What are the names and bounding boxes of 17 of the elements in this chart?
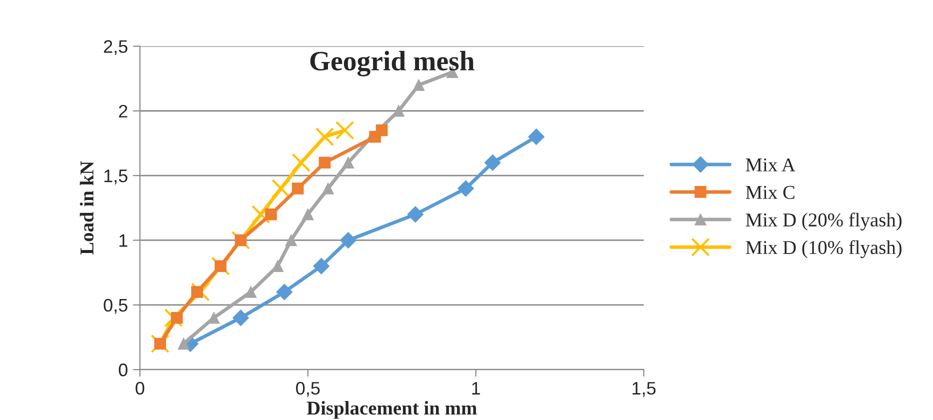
x-tick-label: 1,5: [632, 382, 656, 397]
y-tick-label: 0,5: [104, 298, 128, 314]
legend-label: Mix A: [746, 158, 796, 172]
y-tick-label: 1: [119, 234, 128, 247]
y-tick-label: 2,5: [104, 40, 128, 56]
y-tick-label: 2: [119, 104, 128, 118]
y-axis-title: Load in kN: [80, 161, 94, 255]
x-axis-title: Displacement in mm: [306, 401, 477, 419]
legend-label: Mix D (20% flyash): [746, 212, 902, 231]
x-tick-label: 0,5: [296, 382, 320, 397]
y-tick-label: 0: [118, 364, 128, 376]
x-tick-label: 1: [472, 382, 480, 394]
x-tick-label: 0: [136, 382, 144, 395]
legend-label: Mix D (10% flyash): [746, 240, 902, 258]
y-tick-label: 1,5: [104, 170, 128, 184]
legend-label: Mix C: [746, 186, 794, 199]
chart-title: Geogrid mesh: [310, 50, 474, 76]
